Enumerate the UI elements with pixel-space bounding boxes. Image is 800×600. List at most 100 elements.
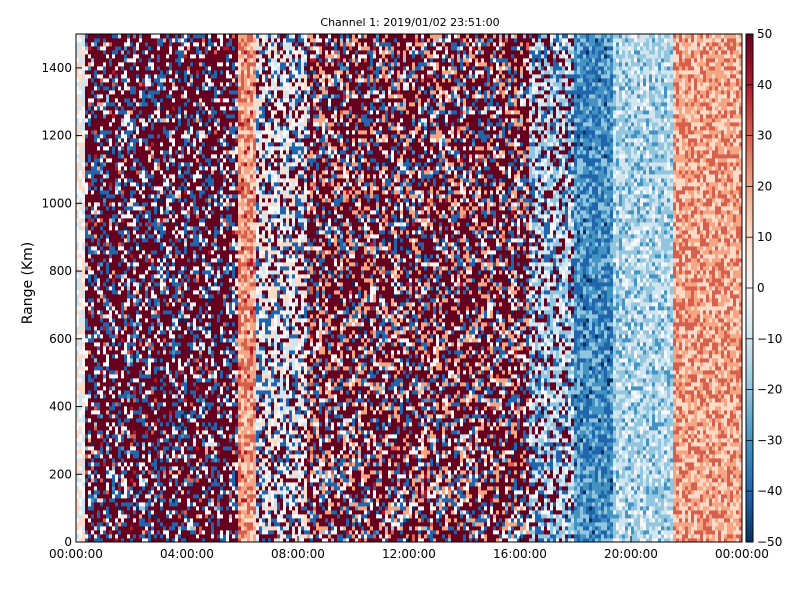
heatmap-cell [133,418,136,422]
heatmap-cell [136,330,139,334]
heatmap-cell [127,438,130,442]
heatmap-cell [145,166,148,170]
heatmap-cell [118,46,121,50]
heatmap-cell [175,470,178,474]
heatmap-cell [190,230,193,234]
heatmap-cell [85,454,88,458]
heatmap-cell [187,510,190,514]
heatmap-cell [136,486,139,490]
heatmap-cell [154,442,157,446]
heatmap-cell [88,214,91,218]
heatmap-cell [148,406,151,410]
heatmap-cell [160,294,163,298]
heatmap-cell [178,362,181,366]
heatmap-cell [178,262,181,266]
heatmap-cell [136,346,139,350]
heatmap-cell [85,202,88,206]
heatmap-cell [91,410,94,414]
heatmap-cell [178,78,181,82]
heatmap-cell [175,462,178,466]
heatmap-cell [136,214,139,218]
heatmap-cell [145,150,148,154]
heatmap-cell [79,314,82,318]
heatmap-cell [190,266,193,270]
heatmap-cell [106,66,109,70]
heatmap-cell [97,150,100,154]
heatmap-cell [130,498,133,502]
heatmap-cell [142,390,145,394]
heatmap-cell [148,494,151,498]
heatmap-cell [151,146,154,150]
heatmap-cell [166,230,169,234]
heatmap-cell [181,422,184,426]
heatmap-cell [88,418,91,422]
heatmap-cell [148,126,151,130]
heatmap-cell [139,82,142,86]
heatmap-cell [118,498,121,502]
heatmap-cell [181,398,184,402]
heatmap-cell [169,318,172,322]
heatmap-cell [127,58,130,62]
heatmap-cell [85,278,88,282]
heatmap-cell [103,118,106,122]
heatmap-cell [139,230,142,234]
heatmap-cell [127,90,130,94]
heatmap-cell [103,526,106,530]
heatmap-cell [97,366,100,370]
heatmap-cell [127,462,130,466]
heatmap-cell [85,54,88,58]
heatmap-cell [97,482,100,486]
heatmap-cell [166,150,169,154]
heatmap-cell [112,46,115,50]
heatmap-cell [121,166,124,170]
heatmap-cell [169,426,172,430]
heatmap-cell [124,234,127,238]
heatmap-cell [115,206,118,210]
heatmap-cell [85,230,88,234]
heatmap-cell [118,86,121,90]
heatmap-cell [76,418,79,422]
heatmap-cell [145,438,148,442]
heatmap-cell [181,114,184,118]
heatmap-cell [118,58,121,62]
heatmap-cell [172,98,175,102]
heatmap-cell [91,158,94,162]
heatmap-cell [91,358,94,362]
heatmap-cell [106,58,109,62]
heatmap-cell [160,250,163,254]
heatmap-cell [106,458,109,462]
heatmap-cell [100,194,103,198]
heatmap-cell [181,218,184,222]
heatmap-cell [76,74,79,78]
heatmap-cell [136,362,139,366]
heatmap-cell [139,154,142,158]
heatmap-cell [109,174,112,178]
heatmap-cell [109,530,112,534]
heatmap-cell [130,246,133,250]
heatmap-cell [88,338,91,342]
heatmap-cell [148,226,151,230]
heatmap-cell [127,338,130,342]
heatmap-cell [163,94,166,98]
heatmap-cell [91,66,94,70]
heatmap-cell [154,254,157,258]
heatmap-cell [97,398,100,402]
heatmap-cell [85,282,88,286]
heatmap-cell [160,410,163,414]
heatmap-cell [100,366,103,370]
heatmap-cell [130,454,133,458]
heatmap-cell [190,150,193,154]
heatmap-cell [100,466,103,470]
heatmap-cell [130,118,133,122]
heatmap-cell [97,158,100,162]
heatmap-cell [103,162,106,166]
heatmap-cell [109,450,112,454]
heatmap-cell [184,218,187,222]
heatmap-cell [172,450,175,454]
heatmap-cell [79,146,82,150]
heatmap-cell [178,70,181,74]
heatmap-cell [157,186,160,190]
heatmap-cell [76,50,79,54]
heatmap-cell [181,58,184,62]
heatmap-cell [103,258,106,262]
